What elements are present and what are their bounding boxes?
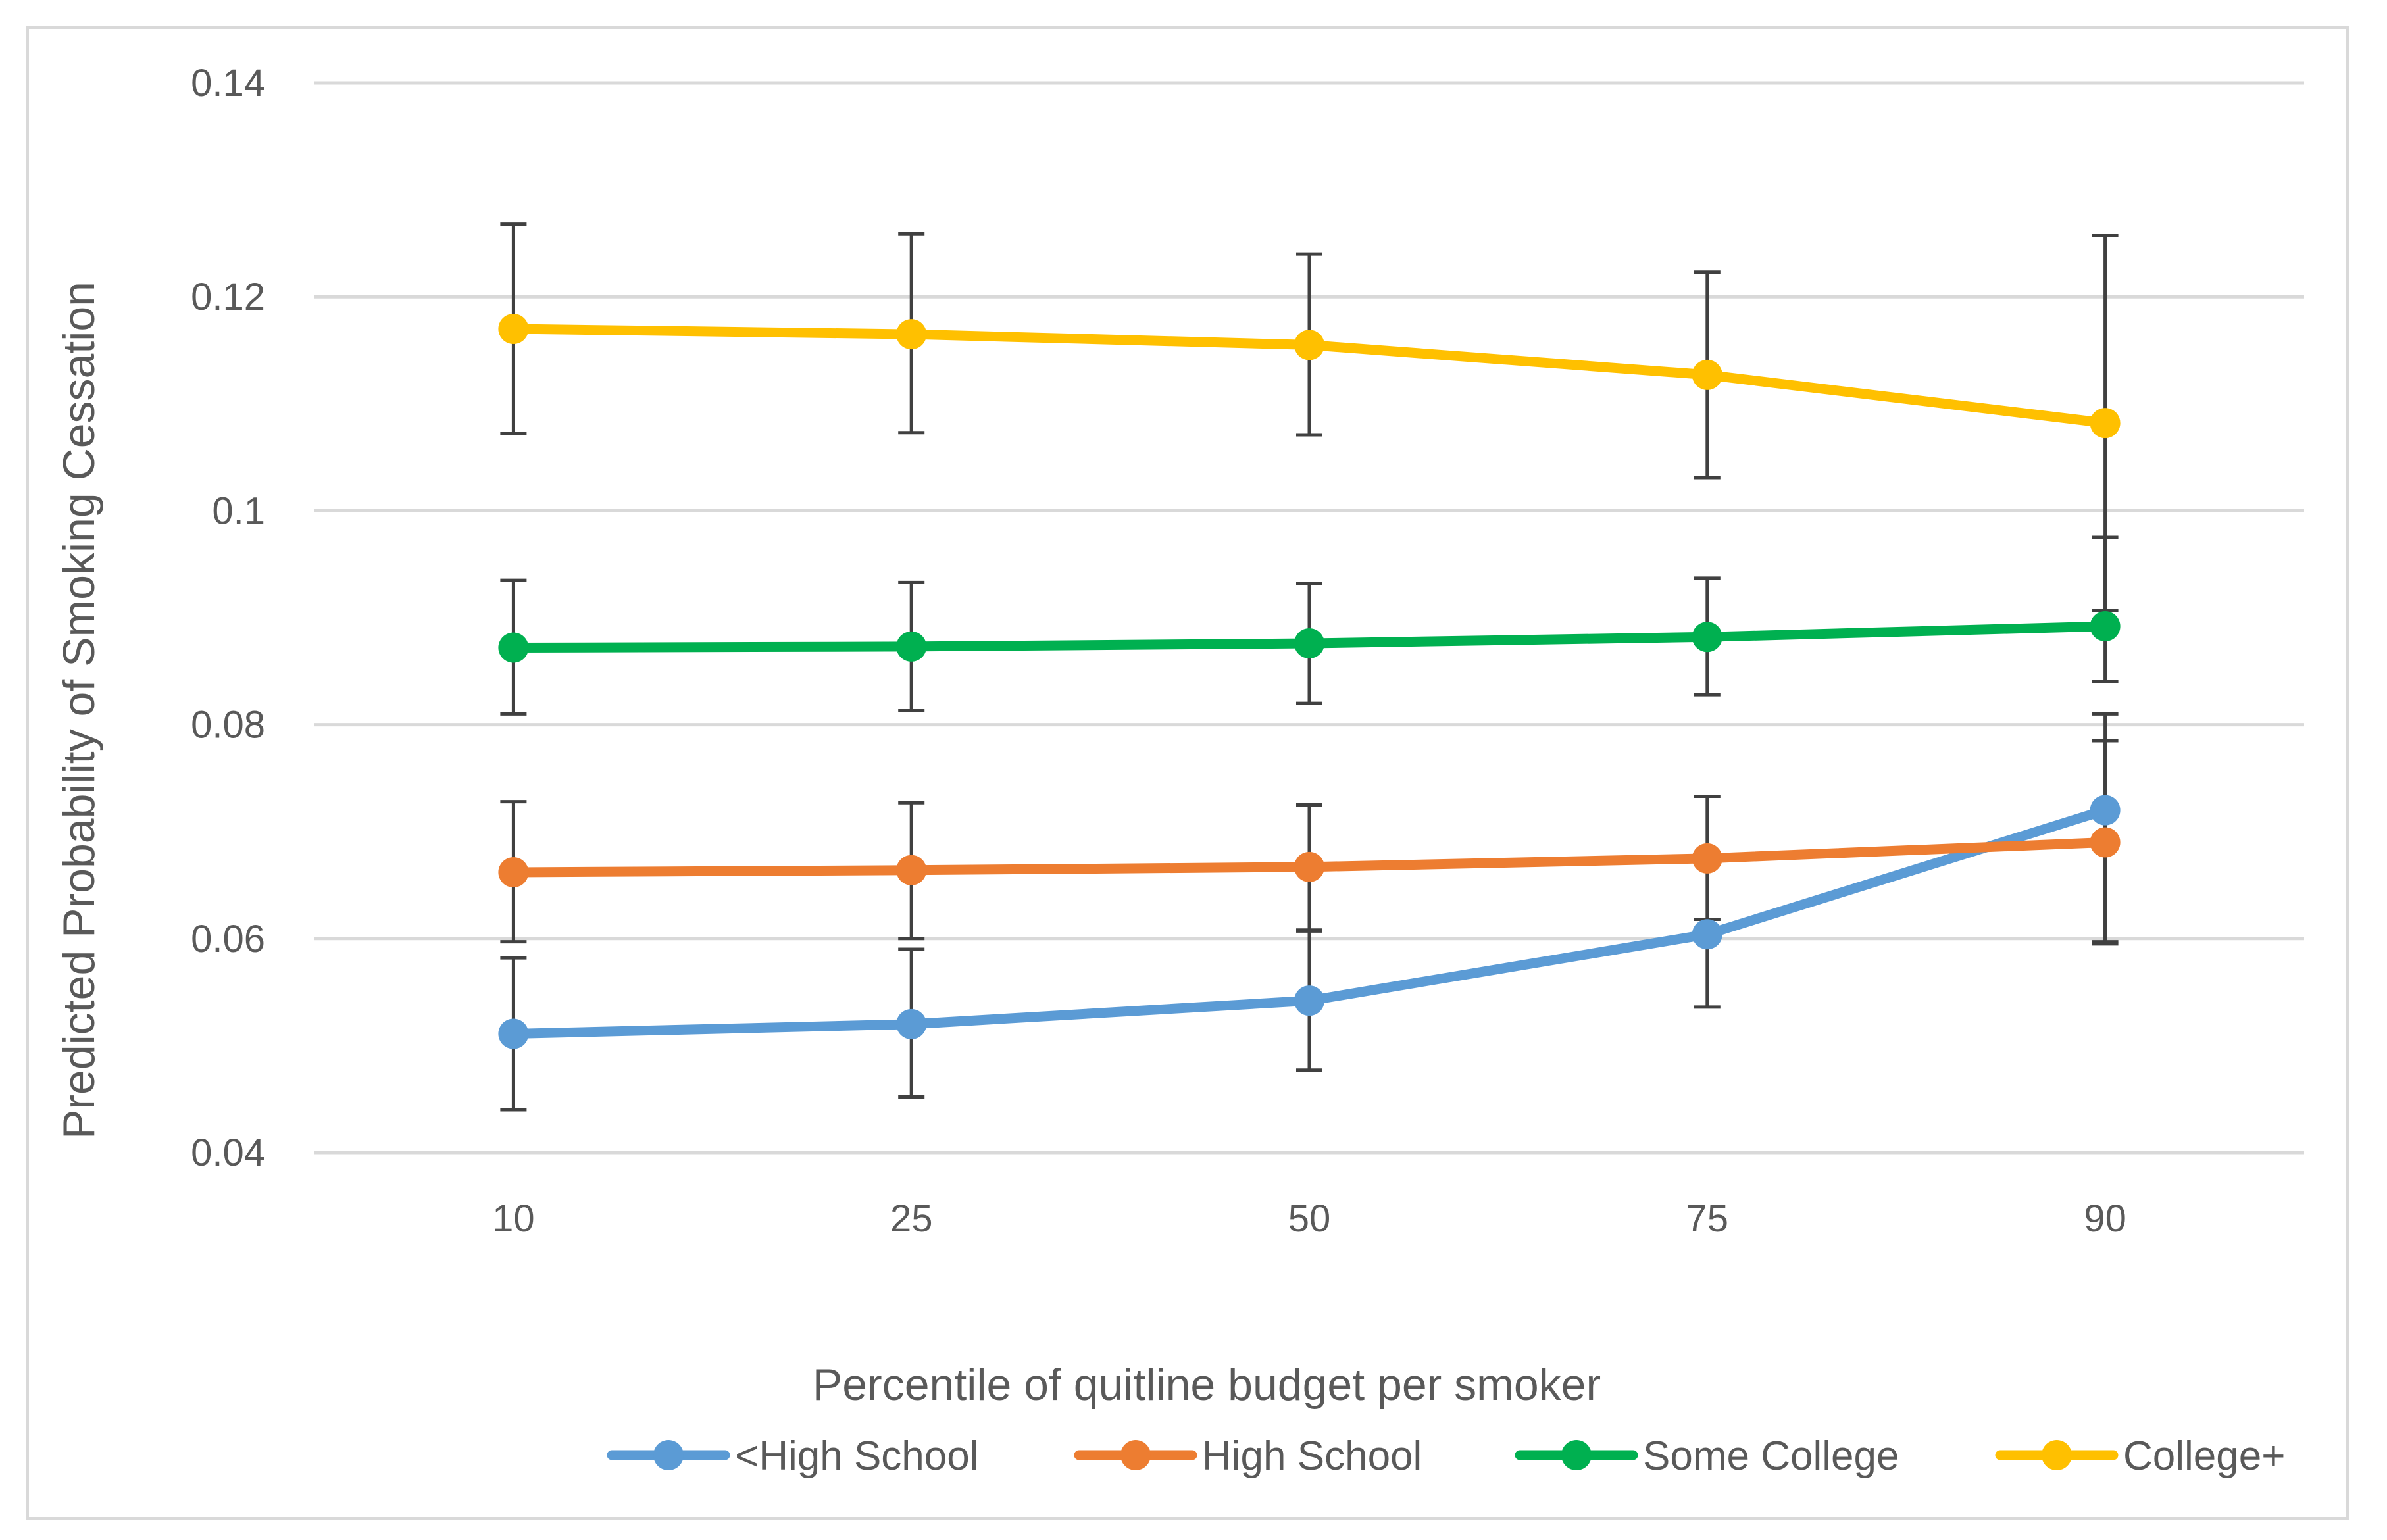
y-tick-label: 0.1 (212, 489, 265, 532)
data-point (1692, 622, 1722, 653)
chart-frame (26, 26, 2349, 1520)
data-point (2090, 611, 2121, 642)
data-point (1294, 330, 1324, 360)
x-tick-label: 90 (2084, 1197, 2126, 1240)
data-point (2090, 795, 2121, 826)
series-markers (498, 313, 2121, 1049)
data-point (896, 319, 927, 350)
legend-item: High School (1074, 1433, 1422, 1479)
legend-label: High School (1202, 1433, 1422, 1479)
x-tick-label: 50 (1288, 1197, 1331, 1240)
legend-item: College+ (1995, 1433, 2285, 1479)
data-point (2090, 408, 2121, 439)
x-tick-labels: 10 25 50 75 90 (492, 1197, 2126, 1240)
data-point (896, 1008, 927, 1039)
legend-label: <High School (735, 1433, 979, 1479)
legend: <High School High School Some College Colle… (607, 1433, 2285, 1479)
x-tick-label: 25 (890, 1197, 933, 1240)
legend-swatch-marker (2042, 1440, 2072, 1470)
data-point (1692, 919, 1722, 950)
data-point (896, 631, 927, 662)
x-tick-label: 10 (492, 1197, 535, 1240)
y-tick-label: 0.14 (191, 62, 265, 105)
data-point (498, 1018, 529, 1049)
data-point (498, 857, 529, 887)
data-point (1294, 985, 1324, 1016)
legend-item: <High School (607, 1433, 979, 1479)
y-tick-label: 0.08 (191, 704, 265, 747)
y-tick-labels: 0.04 0.06 0.08 0.1 0.12 0.14 (191, 62, 265, 1174)
y-tick-label: 0.04 (191, 1131, 265, 1174)
y-axis-title: Predicted Probability of Smoking Cessati… (54, 282, 104, 1139)
data-point (498, 632, 529, 663)
data-point (1294, 628, 1324, 659)
x-axis-title: Percentile of quitline budget per smoker (813, 1360, 1601, 1410)
y-tick-label: 0.12 (191, 276, 265, 318)
legend-label: Some College (1643, 1433, 1899, 1479)
legend-label: College+ (2123, 1433, 2285, 1479)
data-point (498, 313, 529, 344)
data-point (2090, 827, 2121, 858)
legend-swatch-marker (1120, 1440, 1151, 1470)
data-point (1294, 851, 1324, 882)
legend-swatch-marker (653, 1440, 684, 1470)
x-tick-label: 75 (1686, 1197, 1729, 1240)
y-tick-label: 0.06 (191, 918, 265, 960)
data-point (896, 855, 927, 885)
legend-swatch-marker (1561, 1440, 1592, 1470)
data-point (1692, 359, 1722, 390)
data-point (1692, 843, 1722, 874)
legend-item: Some College (1515, 1433, 1899, 1479)
